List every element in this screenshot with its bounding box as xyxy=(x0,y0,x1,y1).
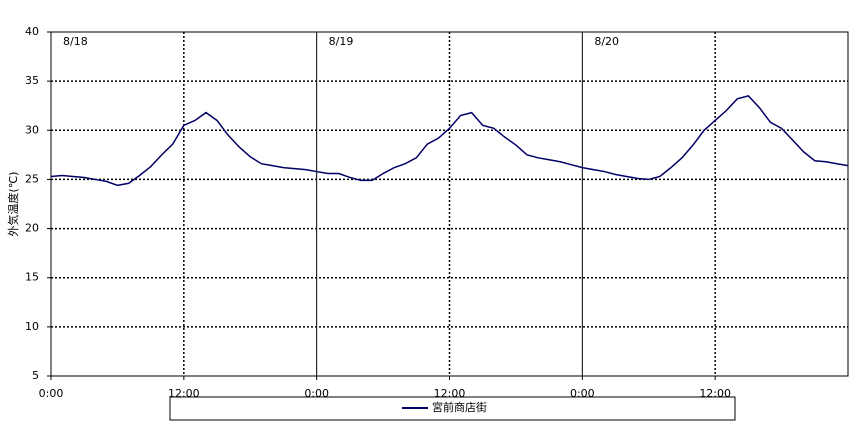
x-tick-label: 12:00 xyxy=(434,387,466,400)
day-label: 8/19 xyxy=(329,35,354,48)
y-tick-label: 25 xyxy=(25,172,39,185)
y-tick-label: 30 xyxy=(25,123,39,136)
legend-label: 宮前商店街 xyxy=(432,400,487,414)
y-tick-label: 10 xyxy=(25,320,39,333)
day-label: 8/20 xyxy=(594,35,619,48)
x-tick-label: 0:00 xyxy=(570,387,595,400)
y-tick-label: 35 xyxy=(25,74,39,87)
x-tick-label: 0:00 xyxy=(39,387,64,400)
x-tick-label: 12:00 xyxy=(168,387,200,400)
y-tick-label: 5 xyxy=(32,369,39,382)
x-tick-label: 12:00 xyxy=(699,387,731,400)
y-tick-label: 40 xyxy=(25,25,39,38)
y-tick-label: 15 xyxy=(25,271,39,284)
y-tick-label: 20 xyxy=(25,222,39,235)
data-line xyxy=(50,95,849,187)
legend-box xyxy=(169,396,736,421)
x-tick-label: 0:00 xyxy=(304,387,329,400)
y-axis-label: 外気温度(℃) xyxy=(6,172,20,237)
day-label: 8/18 xyxy=(63,35,88,48)
